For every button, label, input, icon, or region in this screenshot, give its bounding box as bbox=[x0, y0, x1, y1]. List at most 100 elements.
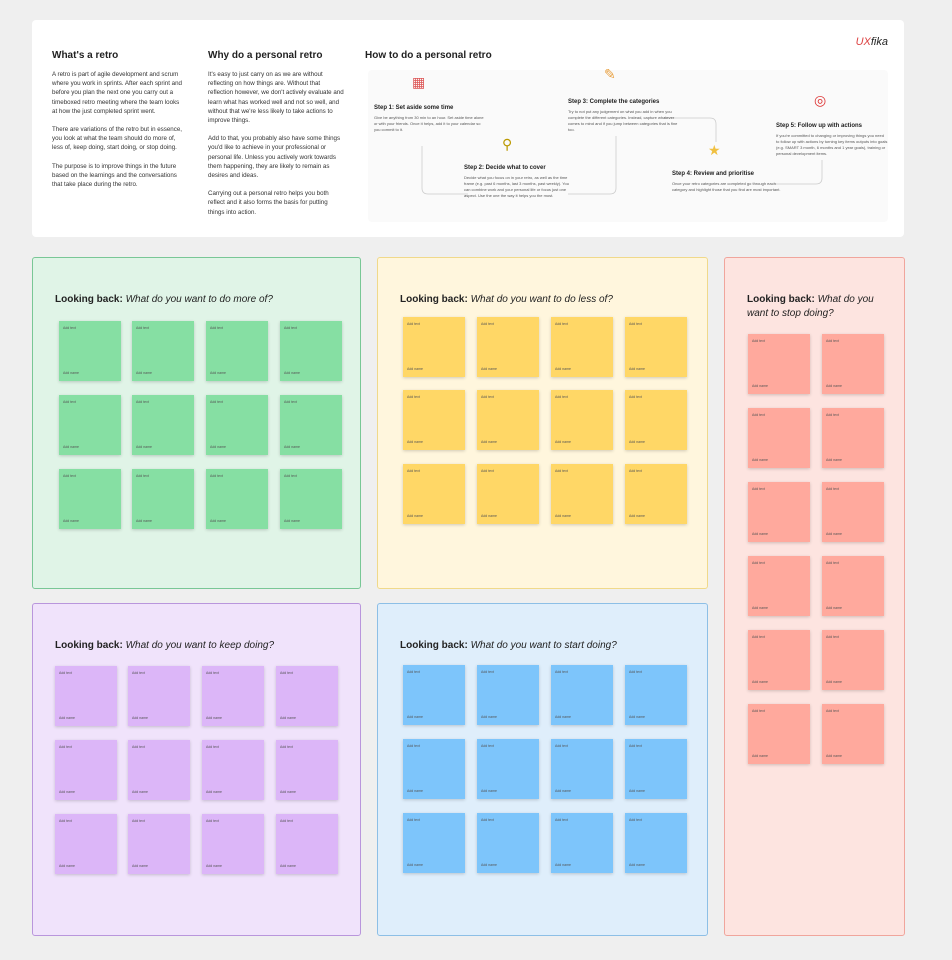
sticky-note[interactable]: Add text Add name bbox=[748, 704, 810, 764]
note-name[interactable]: Add name bbox=[206, 716, 222, 720]
note-text[interactable]: Add text bbox=[629, 469, 642, 473]
note-text[interactable]: Add text bbox=[826, 709, 839, 713]
sticky-note[interactable]: Add text Add name bbox=[748, 408, 810, 468]
note-name[interactable]: Add name bbox=[132, 716, 148, 720]
note-text[interactable]: Add text bbox=[132, 819, 145, 823]
note-name[interactable]: Add name bbox=[555, 789, 571, 793]
sticky-note[interactable]: Add text Add name bbox=[625, 665, 687, 725]
note-text[interactable]: Add text bbox=[555, 818, 568, 822]
note-name[interactable]: Add name bbox=[206, 864, 222, 868]
note-name[interactable]: Add name bbox=[555, 863, 571, 867]
note-text[interactable]: Add text bbox=[132, 745, 145, 749]
sticky-note[interactable]: Add text Add name bbox=[55, 740, 117, 800]
note-text[interactable]: Add text bbox=[63, 326, 76, 330]
note-text[interactable]: Add text bbox=[210, 474, 223, 478]
note-name[interactable]: Add name bbox=[407, 863, 423, 867]
sticky-note[interactable]: Add text Add name bbox=[403, 739, 465, 799]
note-text[interactable]: Add text bbox=[629, 322, 642, 326]
note-text[interactable]: Add text bbox=[280, 745, 293, 749]
sticky-note[interactable]: Add text Add name bbox=[128, 814, 190, 874]
sticky-note[interactable]: Add text Add name bbox=[822, 630, 884, 690]
sticky-note[interactable]: Add text Add name bbox=[59, 321, 121, 381]
note-name[interactable]: Add name bbox=[132, 790, 148, 794]
sticky-note[interactable]: Add text Add name bbox=[280, 395, 342, 455]
note-text[interactable]: Add text bbox=[407, 322, 420, 326]
note-text[interactable]: Add text bbox=[481, 469, 494, 473]
sticky-note[interactable]: Add text Add name bbox=[477, 390, 539, 450]
note-name[interactable]: Add name bbox=[210, 445, 226, 449]
sticky-note[interactable]: Add text Add name bbox=[625, 464, 687, 524]
sticky-note[interactable]: Add text Add name bbox=[206, 395, 268, 455]
sticky-note[interactable]: Add text Add name bbox=[625, 317, 687, 377]
note-name[interactable]: Add name bbox=[280, 864, 296, 868]
note-name[interactable]: Add name bbox=[481, 514, 497, 518]
note-text[interactable]: Add text bbox=[407, 670, 420, 674]
note-name[interactable]: Add name bbox=[629, 863, 645, 867]
note-name[interactable]: Add name bbox=[210, 519, 226, 523]
sticky-note[interactable]: Add text Add name bbox=[477, 317, 539, 377]
note-text[interactable]: Add text bbox=[826, 635, 839, 639]
sticky-note[interactable]: Add text Add name bbox=[477, 813, 539, 873]
note-text[interactable]: Add text bbox=[407, 744, 420, 748]
sticky-note[interactable]: Add text Add name bbox=[128, 666, 190, 726]
sticky-note[interactable]: Add text Add name bbox=[202, 666, 264, 726]
note-name[interactable]: Add name bbox=[629, 789, 645, 793]
note-text[interactable]: Add text bbox=[752, 487, 765, 491]
sticky-note[interactable]: Add text Add name bbox=[551, 317, 613, 377]
note-name[interactable]: Add name bbox=[826, 606, 842, 610]
sticky-note[interactable]: Add text Add name bbox=[822, 482, 884, 542]
note-text[interactable]: Add text bbox=[210, 400, 223, 404]
note-name[interactable]: Add name bbox=[826, 458, 842, 462]
note-text[interactable]: Add text bbox=[481, 395, 494, 399]
note-name[interactable]: Add name bbox=[826, 532, 842, 536]
note-name[interactable]: Add name bbox=[210, 371, 226, 375]
sticky-note[interactable]: Add text Add name bbox=[822, 704, 884, 764]
sticky-note[interactable]: Add text Add name bbox=[551, 739, 613, 799]
note-text[interactable]: Add text bbox=[752, 561, 765, 565]
note-text[interactable]: Add text bbox=[481, 818, 494, 822]
note-name[interactable]: Add name bbox=[752, 532, 768, 536]
note-name[interactable]: Add name bbox=[284, 519, 300, 523]
note-text[interactable]: Add text bbox=[629, 395, 642, 399]
note-text[interactable]: Add text bbox=[206, 819, 219, 823]
note-name[interactable]: Add name bbox=[136, 371, 152, 375]
sticky-note[interactable]: Add text Add name bbox=[477, 464, 539, 524]
note-name[interactable]: Add name bbox=[284, 371, 300, 375]
note-text[interactable]: Add text bbox=[284, 400, 297, 404]
sticky-note[interactable]: Add text Add name bbox=[128, 740, 190, 800]
sticky-note[interactable]: Add text Add name bbox=[551, 665, 613, 725]
note-text[interactable]: Add text bbox=[752, 635, 765, 639]
sticky-note[interactable]: Add text Add name bbox=[477, 739, 539, 799]
note-text[interactable]: Add text bbox=[555, 395, 568, 399]
note-name[interactable]: Add name bbox=[407, 514, 423, 518]
sticky-note[interactable]: Add text Add name bbox=[59, 395, 121, 455]
note-name[interactable]: Add name bbox=[752, 458, 768, 462]
sticky-note[interactable]: Add text Add name bbox=[748, 630, 810, 690]
sticky-note[interactable]: Add text Add name bbox=[625, 739, 687, 799]
note-name[interactable]: Add name bbox=[206, 790, 222, 794]
sticky-note[interactable]: Add text Add name bbox=[202, 740, 264, 800]
note-text[interactable]: Add text bbox=[59, 745, 72, 749]
note-text[interactable]: Add text bbox=[481, 322, 494, 326]
note-text[interactable]: Add text bbox=[629, 744, 642, 748]
note-name[interactable]: Add name bbox=[407, 440, 423, 444]
sticky-note[interactable]: Add text Add name bbox=[280, 469, 342, 529]
sticky-note[interactable]: Add text Add name bbox=[551, 390, 613, 450]
note-text[interactable]: Add text bbox=[280, 671, 293, 675]
note-text[interactable]: Add text bbox=[136, 400, 149, 404]
note-name[interactable]: Add name bbox=[284, 445, 300, 449]
note-text[interactable]: Add text bbox=[206, 745, 219, 749]
sticky-note[interactable]: Add text Add name bbox=[551, 813, 613, 873]
sticky-note[interactable]: Add text Add name bbox=[55, 666, 117, 726]
sticky-note[interactable]: Add text Add name bbox=[202, 814, 264, 874]
note-name[interactable]: Add name bbox=[63, 371, 79, 375]
sticky-note[interactable]: Add text Add name bbox=[403, 390, 465, 450]
sticky-note[interactable]: Add text Add name bbox=[748, 482, 810, 542]
note-name[interactable]: Add name bbox=[481, 789, 497, 793]
note-text[interactable]: Add text bbox=[555, 670, 568, 674]
note-text[interactable]: Add text bbox=[284, 474, 297, 478]
sticky-note[interactable]: Add text Add name bbox=[403, 813, 465, 873]
note-name[interactable]: Add name bbox=[280, 790, 296, 794]
sticky-note[interactable]: Add text Add name bbox=[59, 469, 121, 529]
note-text[interactable]: Add text bbox=[752, 339, 765, 343]
